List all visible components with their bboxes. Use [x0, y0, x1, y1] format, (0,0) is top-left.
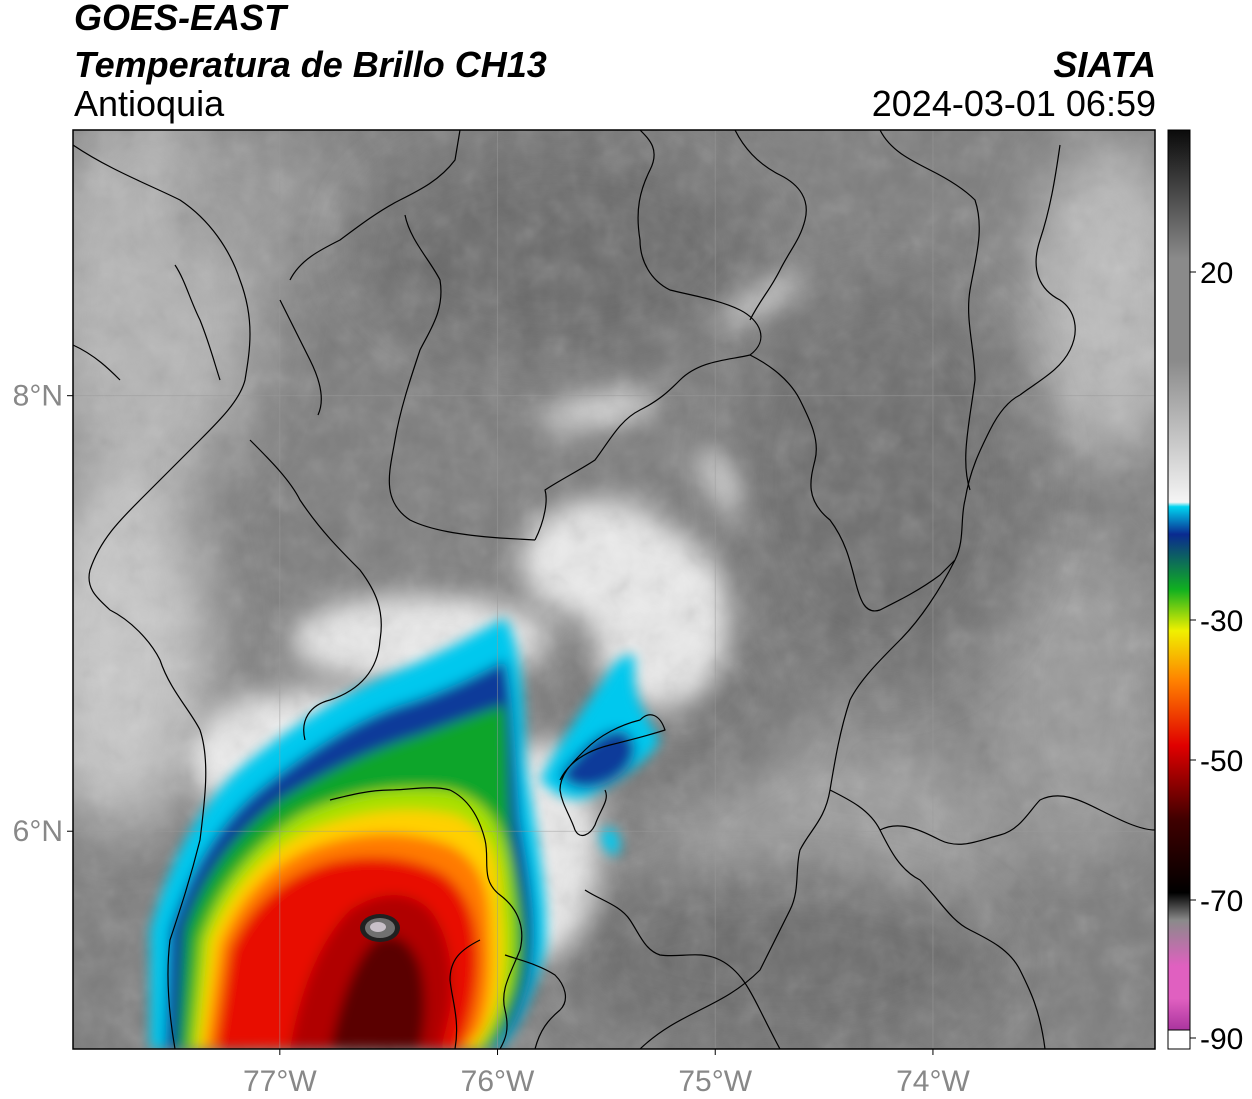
- lon-tick-label: 74°W: [896, 1065, 970, 1098]
- map-frame: [72, 129, 1156, 1050]
- colorbar-tick-label: -50: [1200, 745, 1243, 778]
- latitude-labels: 8°N 6°N: [13, 380, 73, 848]
- lat-tick-label: 8°N: [13, 380, 63, 413]
- graticule-lines: [73, 130, 1155, 1049]
- colorbar-tick-label: 20: [1200, 257, 1233, 290]
- satellite-title: GOES-EAST: [74, 0, 287, 38]
- product-title: Temperatura de Brillo CH13: [74, 44, 547, 85]
- lon-tick-label: 76°W: [461, 1065, 535, 1098]
- colorbar-tick-label: -90: [1200, 1023, 1243, 1056]
- longitude-labels: 77°W 76°W 75°W 74°W: [243, 1049, 970, 1098]
- colorbar-tick-label: -70: [1200, 885, 1243, 918]
- colorbar-ticks: 20 -30 -50 -70 -90: [1190, 257, 1243, 1056]
- overshooting-top: [360, 914, 400, 942]
- lon-tick-label: 77°W: [243, 1065, 317, 1098]
- colorbar-undercolor: [1167, 1029, 1191, 1050]
- colorbar: [1167, 129, 1191, 1050]
- colorbar-tick-label: -30: [1200, 605, 1243, 638]
- timestamp-label: 2024-03-01 06:59: [871, 83, 1156, 124]
- organization-label: SIATA: [1053, 44, 1156, 85]
- brightness-temperature-field: [73, 130, 1155, 1049]
- lon-tick-label: 75°W: [678, 1065, 752, 1098]
- boundary-lines: [73, 130, 1155, 1049]
- region-title: Antioquia: [74, 83, 225, 124]
- lat-tick-label: 6°N: [13, 815, 63, 848]
